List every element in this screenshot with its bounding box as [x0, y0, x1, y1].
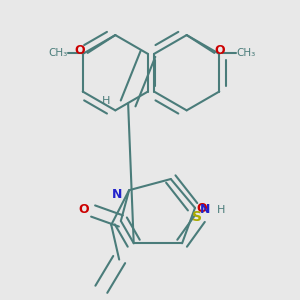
- Text: O: O: [74, 44, 85, 57]
- Text: O: O: [196, 202, 207, 215]
- Text: H: H: [102, 97, 110, 106]
- Text: O: O: [78, 202, 88, 215]
- Text: O: O: [214, 44, 225, 57]
- Text: CH₃: CH₃: [236, 48, 256, 58]
- Text: S: S: [192, 210, 202, 224]
- Text: N: N: [112, 188, 122, 201]
- Text: H: H: [217, 205, 225, 215]
- Text: N: N: [200, 203, 210, 216]
- Text: CH₃: CH₃: [48, 48, 68, 58]
